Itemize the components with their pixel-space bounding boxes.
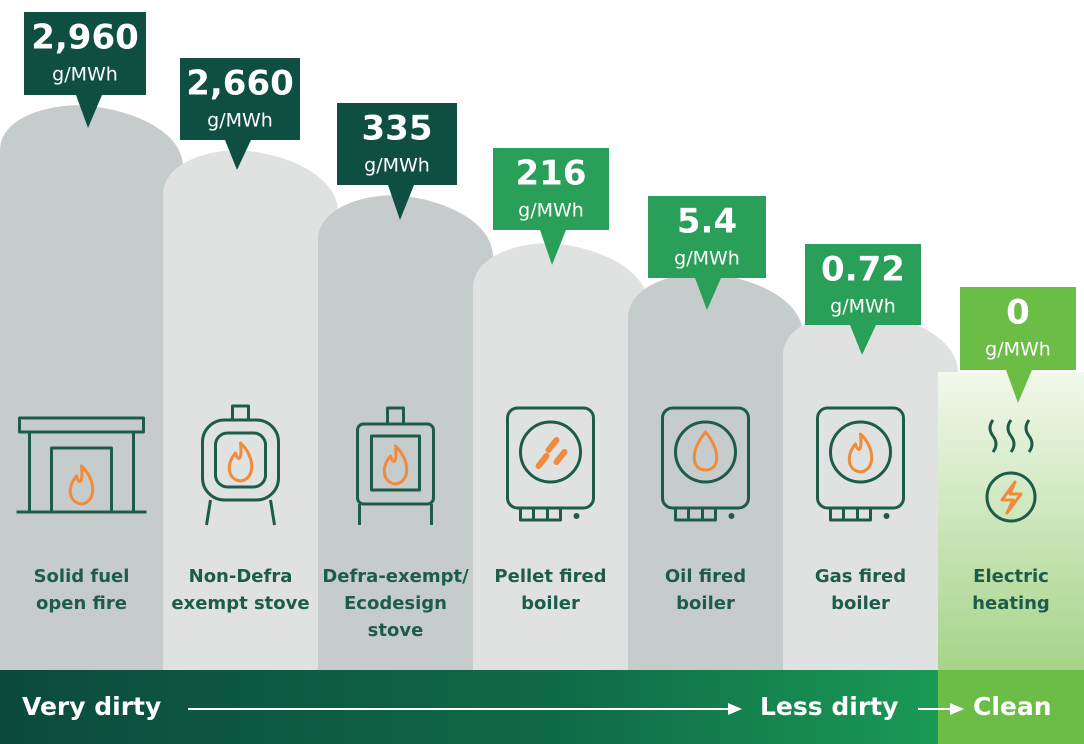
legs — [358, 504, 433, 525]
callout-unit: g/MWh — [52, 64, 118, 86]
callout-value: 216 — [516, 154, 587, 194]
column-label: stove — [368, 620, 424, 641]
boiler-window — [674, 420, 737, 484]
stove-window — [214, 431, 267, 489]
boiler-knob — [883, 513, 890, 519]
boiler-base — [519, 508, 562, 522]
boiler-window — [519, 420, 582, 484]
column-cloud — [318, 195, 493, 670]
callout — [493, 148, 609, 265]
arrow-head — [950, 703, 964, 715]
oil-drop — [692, 429, 719, 472]
flame — [227, 441, 254, 483]
pellets — [535, 437, 568, 469]
column-label: Ecodesign — [344, 593, 447, 614]
scale-bar — [0, 670, 938, 744]
column-cloud — [783, 311, 958, 670]
column-cloud — [0, 105, 183, 670]
scale-middle: Less dirty — [760, 692, 898, 721]
scale-right: Clean — [973, 692, 1052, 721]
callout-unit: g/MWh — [518, 200, 584, 222]
column-label: Solid fuel — [34, 566, 130, 587]
column-cloud — [628, 273, 803, 670]
boiler-body — [661, 406, 750, 510]
column-label: Pellet fired — [494, 566, 606, 587]
bolt — [1000, 480, 1023, 515]
callout-unit: g/MWh — [985, 339, 1051, 361]
legs — [205, 499, 276, 526]
column-label: boiler — [676, 593, 735, 614]
callout-value: 5.4 — [677, 202, 737, 242]
bolt-circle — [985, 471, 1037, 523]
scale-bar-clean — [938, 670, 1084, 744]
callout-unit: g/MWh — [830, 296, 896, 318]
boiler-knob — [573, 513, 580, 519]
column-label: boiler — [831, 593, 890, 614]
stove-body — [356, 422, 435, 506]
boiler-knob — [728, 513, 735, 519]
callout-unit: g/MWh — [364, 155, 430, 177]
callout-value: 2,960 — [31, 18, 139, 58]
callout — [960, 287, 1076, 403]
boiler-base — [829, 508, 872, 522]
scale-left: Very dirty — [22, 692, 161, 721]
callout-value: 0.72 — [821, 250, 905, 290]
flame — [382, 444, 409, 486]
column-label: Electric — [973, 566, 1049, 587]
boiler-window — [829, 420, 892, 484]
column-label: Oil fired — [665, 566, 746, 587]
column-label: heating — [972, 593, 1050, 614]
callout — [805, 244, 921, 355]
column-label: Gas fired — [815, 566, 906, 587]
heat-waves — [988, 419, 1034, 453]
boiler-body — [816, 406, 905, 510]
callout — [337, 103, 457, 220]
arrow-head — [728, 703, 742, 715]
column-label: Defra-exempt/ — [322, 566, 469, 587]
mantel — [18, 416, 145, 434]
callout-value: 2,660 — [186, 64, 294, 104]
boiler-body — [506, 406, 595, 510]
callout-value: 335 — [362, 109, 433, 149]
callout — [648, 196, 766, 310]
callout-value: 0 — [1006, 293, 1030, 333]
flame — [68, 464, 95, 506]
column-cloud — [163, 150, 338, 670]
callout — [180, 58, 300, 170]
column-label: exempt stove — [171, 593, 309, 614]
callout-unit: g/MWh — [207, 110, 273, 132]
callout — [24, 12, 146, 128]
boiler-base — [674, 508, 717, 522]
callout-unit: g/MWh — [674, 248, 740, 270]
stove-body — [201, 418, 280, 502]
flame — [847, 432, 874, 474]
hearth — [50, 446, 113, 514]
stove-window — [370, 434, 421, 492]
column-label: open fire — [36, 593, 127, 614]
column-label: boiler — [521, 593, 580, 614]
column-label: Non-Defra — [189, 566, 293, 587]
